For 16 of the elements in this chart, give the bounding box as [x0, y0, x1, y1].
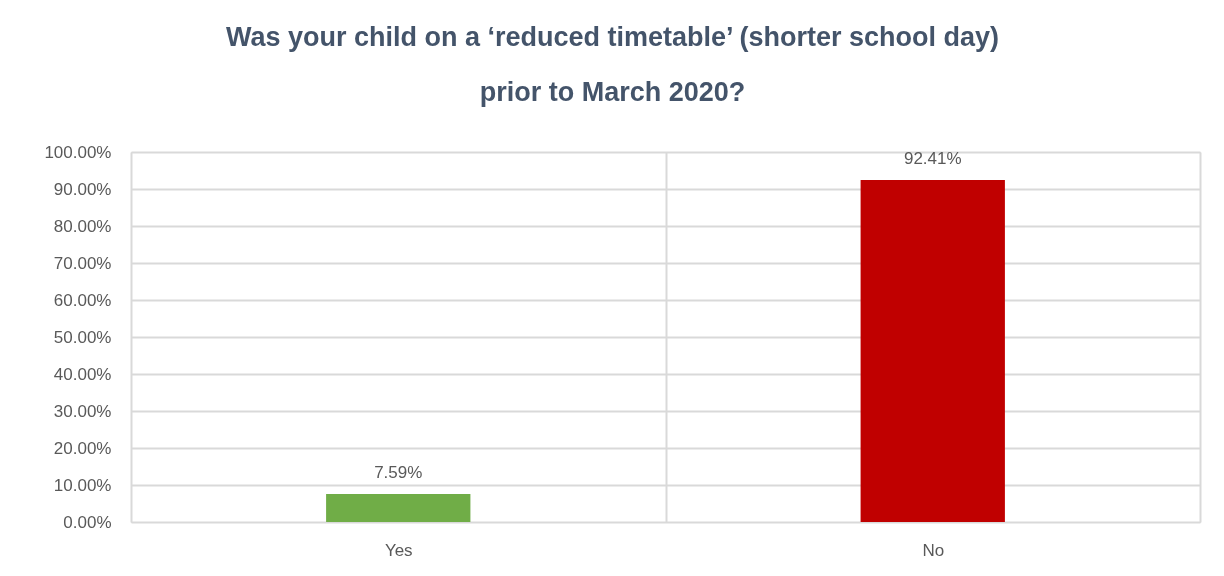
y-tick-label: 20.00%	[53, 438, 112, 458]
y-tick-label: 0.00%	[63, 512, 112, 532]
y-tick-label: 100.00%	[44, 142, 112, 162]
x-tick-label: Yes	[384, 540, 413, 560]
y-tick-label: 60.00%	[53, 290, 112, 310]
data-label: 7.59%	[374, 462, 423, 482]
y-tick-label: 80.00%	[53, 216, 112, 236]
x-tick-label: No	[922, 540, 945, 560]
y-tick-label: 90.00%	[53, 179, 112, 199]
y-tick-label: 30.00%	[53, 401, 112, 421]
y-tick-label: 40.00%	[53, 364, 112, 384]
y-tick-label: 70.00%	[53, 253, 112, 273]
data-label: 92.41%	[903, 149, 962, 169]
y-tick-label: 50.00%	[53, 327, 112, 347]
y-tick-label: 10.00%	[53, 475, 112, 495]
chart-title: Was your child on a ‘reduced timetable’ (shorter school day) prior to March 2020?	[225, 22, 1000, 107]
